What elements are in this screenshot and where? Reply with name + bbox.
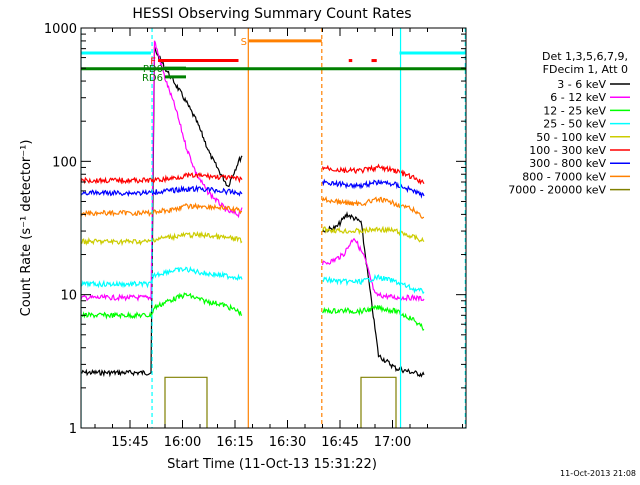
series-line-7000-20000-kev-seg0 xyxy=(164,376,208,428)
chart-title: HESSI Observing Summary Count Rates xyxy=(132,6,411,22)
x-axis-label: Start Time (11-Oct-13 15:31:22) xyxy=(167,457,377,472)
series-layer xyxy=(81,40,425,428)
series-50-100-kev xyxy=(81,225,425,247)
legend-label-50-100-kev: 50 - 100 keV xyxy=(536,131,606,144)
series-800-7000-kev xyxy=(81,195,425,219)
footer-timestamp: 11-Oct-2013 21:08 xyxy=(560,469,636,478)
flag-label-pd0: PD0 xyxy=(143,64,163,75)
flag-bars xyxy=(81,39,466,79)
series-line-800-7000-kev-seg0 xyxy=(81,202,243,218)
series-7000-20000-kev xyxy=(164,376,397,428)
series-line-25-50-kev-seg0 xyxy=(81,265,243,289)
vertical-markers xyxy=(81,28,466,428)
series-line-3-6-kev-seg1 xyxy=(321,211,425,378)
series-line-12-25-kev-seg0 xyxy=(81,292,243,320)
x-tick-label: 16:30 xyxy=(269,435,306,450)
series-line-25-50-kev-seg1 xyxy=(322,273,425,295)
y-axis-label: Count Rate (s⁻¹ detector⁻¹) xyxy=(19,140,34,317)
x-tick-label: 17:00 xyxy=(374,435,411,450)
x-tick-label: 16:45 xyxy=(321,435,358,450)
series-100-300-kev xyxy=(81,163,425,185)
series-line-6-12-kev-seg1 xyxy=(321,237,425,303)
x-tick-label: 16:00 xyxy=(164,435,201,450)
y-tick-label: 100 xyxy=(52,155,77,170)
series-line-100-300-kev-seg1 xyxy=(321,163,425,185)
series-25-50-kev xyxy=(81,265,425,295)
series-line-100-300-kev-seg0 xyxy=(81,171,243,185)
series-line-6-12-kev-seg0 xyxy=(81,40,243,302)
legend-header-1: FDecim 1, Att 0 xyxy=(543,63,628,76)
y-tick-label: 10 xyxy=(60,289,77,304)
legend-label-7000-20000-kev: 7000 - 20000 keV xyxy=(508,184,606,197)
series-line-300-800-kev-seg0 xyxy=(81,184,243,198)
series-line-800-7000-kev-seg1 xyxy=(321,195,425,219)
series-line-7000-20000-kev-seg1 xyxy=(360,376,397,428)
y-tick-label: 1000 xyxy=(44,22,77,37)
legend-label-100-300-kev: 100 - 300 keV xyxy=(529,144,606,157)
y-tick-label: 1 xyxy=(69,422,77,437)
series-3-6-kev xyxy=(81,46,425,378)
x-tick-label: 16:15 xyxy=(216,435,253,450)
plot-frame xyxy=(80,27,467,429)
series-12-25-kev xyxy=(81,292,425,331)
series-line-50-100-kev-seg0 xyxy=(81,230,243,247)
legend-header-0: Det 1,3,5,6,7,9, xyxy=(542,50,628,63)
series-300-800-kev xyxy=(81,178,425,199)
legend-label-300-800-kev: 300 - 800 keV xyxy=(529,157,606,170)
flag-label-rd6: RD6 xyxy=(142,73,163,84)
legend: Det 1,3,5,6,7,9,FDecim 1, Att 0 3 - 6 keV… xyxy=(508,50,630,197)
axes: 15:45 16:00 16:15 16:30 16:45 17:00 1 10 100 1000 xyxy=(44,22,466,450)
flag-label-s: S xyxy=(241,37,247,48)
series-line-50-100-kev-seg1 xyxy=(321,225,425,243)
series-line-3-6-kev-seg0 xyxy=(81,46,243,378)
legend-label-3-6-kev: 3 - 6 keV xyxy=(557,78,606,91)
x-tick-label: 15:45 xyxy=(111,435,148,450)
plot-area xyxy=(81,28,466,428)
series-line-12-25-kev-seg1 xyxy=(322,304,425,331)
series-6-12-kev xyxy=(81,40,425,303)
legend-label-25-50-kev: 25 - 50 keV xyxy=(543,118,606,131)
legend-label-6-12-kev: 6 - 12 keV xyxy=(550,91,606,104)
legend-label-800-7000-kev: 800 - 7000 keV xyxy=(522,170,606,183)
legend-label-12-25-kev: 12 - 25 keV xyxy=(543,104,606,117)
series-line-300-800-kev-seg1 xyxy=(321,178,425,199)
flag-label-f: F xyxy=(150,57,156,68)
